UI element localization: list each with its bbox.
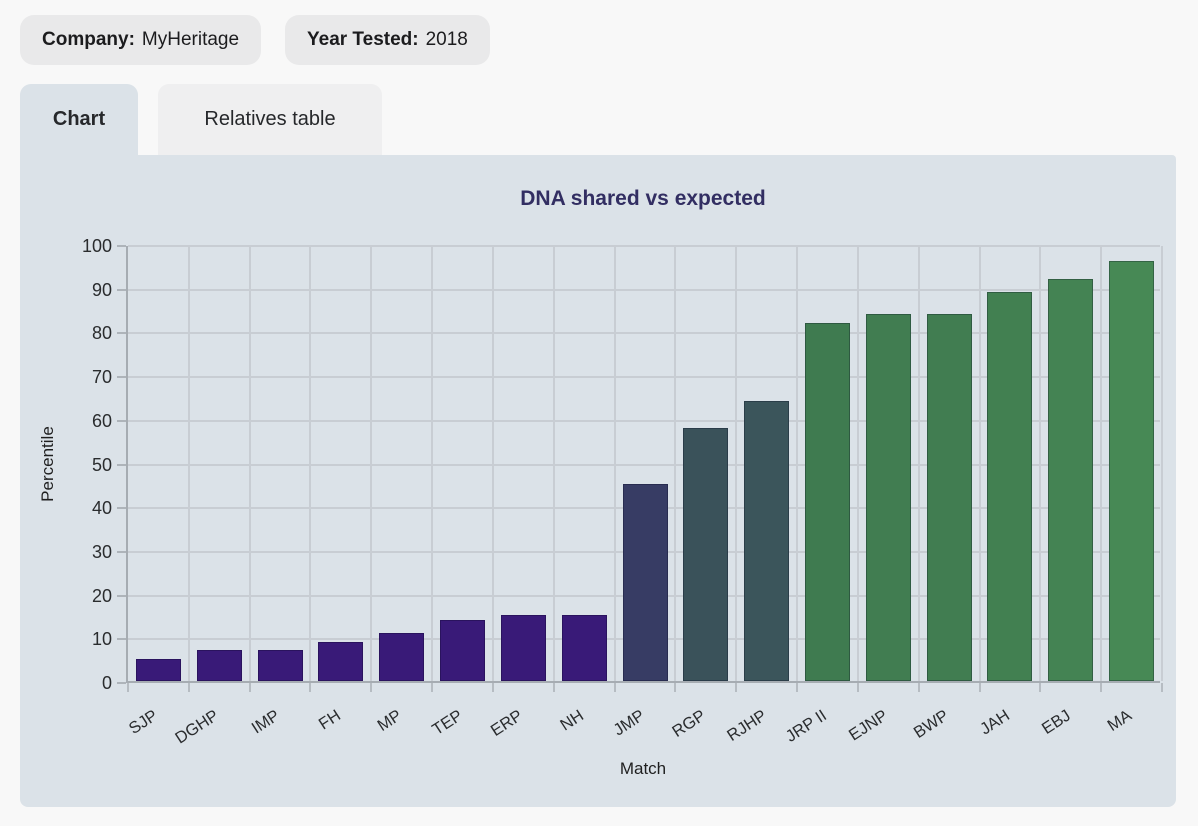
x-axis-tick xyxy=(978,683,981,692)
gridline-vertical xyxy=(796,246,799,681)
year-tested-chip-label: Year Tested: xyxy=(307,29,419,50)
x-axis-tick xyxy=(674,683,677,692)
bar-nh[interactable] xyxy=(561,615,607,681)
x-axis-tick xyxy=(491,683,494,692)
y-axis-tick-label: 50 xyxy=(91,454,112,475)
chart-panel: DNA shared vs expected Percentile 0 10 20 3… xyxy=(20,155,1176,807)
company-chip-label: Company: xyxy=(42,29,135,50)
x-axis-tick xyxy=(431,683,434,692)
y-axis-tick-label: 80 xyxy=(91,323,112,344)
x-axis-tick xyxy=(309,683,312,692)
tab-chart[interactable]: Chart xyxy=(20,84,138,155)
bar-imp[interactable] xyxy=(257,650,303,681)
y-axis-tick-label: 40 xyxy=(91,498,112,519)
y-axis-tick-label: 30 xyxy=(91,541,112,562)
bar-rgp[interactable] xyxy=(683,427,729,681)
gridline-horizontal xyxy=(128,332,1160,335)
gridline-horizontal xyxy=(128,376,1160,379)
gridline-vertical xyxy=(431,246,434,681)
y-axis-tick xyxy=(117,638,126,641)
bar-jmp[interactable] xyxy=(622,484,668,681)
x-axis-tick xyxy=(856,683,859,692)
gridline-horizontal xyxy=(128,419,1160,422)
gridline-vertical xyxy=(917,246,920,681)
gridline-vertical xyxy=(674,246,677,681)
bar-mp[interactable] xyxy=(379,632,425,681)
y-axis-tick-label: 70 xyxy=(91,367,112,388)
x-axis-tick xyxy=(735,683,738,692)
x-axis-tick xyxy=(1161,683,1163,692)
bar-bwp[interactable] xyxy=(926,313,972,681)
y-axis-tick xyxy=(117,332,126,335)
x-axis-tick xyxy=(1100,683,1103,692)
y-axis-tick xyxy=(117,594,126,597)
gridline-vertical xyxy=(491,246,494,681)
tab-relatives-table[interactable]: Relatives table xyxy=(158,84,382,155)
bar-ejnp[interactable] xyxy=(865,313,911,681)
gridline-vertical xyxy=(613,246,616,681)
y-axis-tick-label: 10 xyxy=(91,629,112,650)
y-axis-tick-label: 60 xyxy=(91,410,112,431)
bar-erp[interactable] xyxy=(500,615,546,681)
x-axis-tick xyxy=(917,683,920,692)
year-tested-chip-value: 2018 xyxy=(425,29,468,50)
y-axis-tick-label: 100 xyxy=(81,236,112,256)
y-axis-title: Percentile xyxy=(38,426,57,502)
gridline-horizontal xyxy=(128,288,1160,291)
y-axis-tick xyxy=(117,463,126,466)
bar-jrp-ii[interactable] xyxy=(804,322,850,681)
x-axis-tick xyxy=(127,683,129,692)
gridline-vertical xyxy=(1100,246,1103,681)
company-chip: Company: MyHeritage xyxy=(20,15,262,65)
chart-title: DNA shared vs expected xyxy=(520,187,766,210)
gridline-vertical xyxy=(187,246,190,681)
x-axis-tick xyxy=(613,683,616,692)
x-axis-title: Match xyxy=(619,759,667,778)
gridline-horizontal xyxy=(128,245,1160,247)
gridline-vertical xyxy=(248,246,251,681)
gridline-vertical xyxy=(309,246,312,681)
company-chip-value: MyHeritage xyxy=(141,29,240,50)
x-axis-tick xyxy=(1039,683,1042,692)
gridline-vertical xyxy=(552,246,555,681)
y-axis-tick xyxy=(117,288,126,291)
gridline-vertical xyxy=(1039,246,1042,681)
gridline-vertical xyxy=(856,246,859,681)
plot-area: 0 10 20 30 40 50 60 70 80 90 100 SJP DGHP IMP FH MP TEP E… xyxy=(82,236,1163,748)
x-axis-tick xyxy=(248,683,251,692)
y-axis-tick xyxy=(117,419,126,422)
gridline-horizontal xyxy=(128,463,1160,466)
bar-fh[interactable] xyxy=(318,641,364,681)
y-axis-tick-label: 0 xyxy=(101,673,112,693)
bar-tep[interactable] xyxy=(440,619,486,681)
year-tested-chip: Year Tested: 2018 xyxy=(285,15,490,65)
y-axis-tick-label: 20 xyxy=(91,585,112,606)
x-axis-tick xyxy=(552,683,555,692)
gridline-vertical xyxy=(978,246,981,681)
y-axis-tick xyxy=(117,376,126,379)
x-axis-tick xyxy=(370,683,373,692)
bar-sjp[interactable] xyxy=(135,659,181,681)
gridline-vertical xyxy=(735,246,738,681)
y-axis-tick xyxy=(117,682,126,684)
y-axis-tick xyxy=(117,507,126,510)
y-axis-tick xyxy=(117,245,126,247)
y-axis-tick xyxy=(117,550,126,553)
gridline-vertical xyxy=(1161,246,1163,681)
bar-rjhp[interactable] xyxy=(744,401,790,681)
bar-jah[interactable] xyxy=(987,292,1033,681)
y-axis-tick-label: 90 xyxy=(91,279,112,300)
bar-ma[interactable] xyxy=(1109,261,1155,681)
gridline-vertical xyxy=(370,246,373,681)
x-axis-tick xyxy=(796,683,799,692)
bar-ebj[interactable] xyxy=(1048,278,1094,681)
bar-dghp[interactable] xyxy=(196,650,242,681)
x-axis-tick xyxy=(187,683,190,692)
